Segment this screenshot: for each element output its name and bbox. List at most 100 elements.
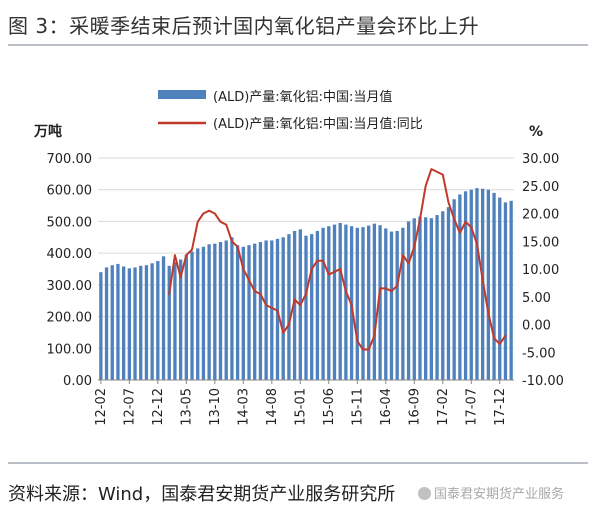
x-axis-ticks: 12-02 12-07 12-12 13-05 13-10 14-03 14-08 15-01… (94, 380, 508, 426)
bar (173, 262, 177, 380)
source-divider (8, 462, 588, 464)
legend-bar-label: (ALD)产量:氧化铝:中国:当月值 (213, 89, 392, 105)
bar (201, 246, 206, 380)
bar (463, 191, 468, 380)
bar (150, 263, 154, 380)
bar (458, 194, 462, 380)
right-tick-label: -10.00 (522, 374, 564, 389)
gridlines (98, 157, 514, 349)
bar (315, 230, 320, 380)
right-tick-label: -5.00 (522, 346, 556, 361)
bar (207, 244, 211, 380)
bar (161, 256, 166, 380)
bar (127, 268, 131, 380)
bar (241, 246, 245, 380)
right-tick-label: 0.00 (522, 319, 551, 334)
bar (327, 226, 331, 380)
right-tick-label: 30.00 (522, 152, 559, 167)
title-divider (8, 44, 588, 46)
source-note: 资料来源：Wind，国泰君安期货产业服务研究所 (8, 484, 396, 505)
bar (355, 227, 359, 380)
watermark: 国泰君安期货产业服务 (418, 483, 564, 502)
right-axis-unit: % (529, 124, 543, 140)
bar (139, 265, 143, 380)
right-axis-ticks: -10.00 -5.00 0.00 5.00 10.00 15.00 20.00 25.00 3… (522, 152, 564, 389)
x-tick-label: 16-09 (407, 388, 422, 426)
bar (235, 245, 240, 380)
left-tick-label: 600.00 (47, 184, 93, 199)
bar (184, 254, 188, 380)
left-tick-label: 500.00 (47, 215, 93, 230)
bar (275, 238, 280, 380)
bar (389, 231, 394, 380)
bar (110, 265, 114, 380)
bar (264, 240, 268, 380)
bar (292, 230, 297, 380)
bar (287, 234, 291, 380)
left-tick-label: 100.00 (47, 342, 93, 357)
bar (218, 242, 223, 380)
bar (224, 240, 228, 380)
x-tick-label: 15-11 (350, 388, 365, 426)
bar (213, 243, 217, 380)
bar (475, 188, 479, 380)
bar (446, 207, 451, 380)
left-axis-ticks: 0.00 100.00 200.00 300.00 400.00 500.00 600.00… (47, 152, 93, 389)
bar (310, 234, 314, 380)
right-tick-label: 20.00 (522, 208, 559, 223)
bar (270, 240, 274, 380)
bar (230, 237, 234, 380)
bar (258, 242, 263, 380)
bar (281, 237, 285, 380)
bar (424, 217, 428, 380)
bar (395, 230, 399, 380)
wechat-logo-icon (418, 487, 431, 500)
bar (469, 189, 473, 380)
bar (332, 224, 337, 380)
x-tick-label: 14-08 (265, 388, 280, 426)
bar (104, 267, 109, 380)
x-tick-label: 17-07 (464, 388, 479, 426)
bar (452, 199, 456, 380)
x-tick-label: 12-02 (94, 388, 109, 426)
bar (253, 243, 257, 380)
bar (509, 200, 513, 380)
bar (99, 272, 103, 380)
right-tick-label: 10.00 (522, 263, 559, 278)
bar (167, 265, 171, 380)
bar (361, 227, 365, 380)
right-tick-label: 5.00 (522, 291, 551, 306)
bar (144, 265, 149, 380)
bar (486, 189, 491, 380)
left-axis-unit: 万吨 (33, 123, 62, 140)
left-tick-label: 0.00 (63, 374, 92, 389)
bar (412, 218, 416, 380)
bar (156, 261, 160, 380)
line-series-yoy (168, 168, 507, 351)
left-tick-label: 700.00 (47, 152, 93, 167)
x-tick-label: 13-10 (208, 388, 223, 426)
left-tick-label: 400.00 (47, 247, 93, 262)
bar (196, 248, 200, 380)
bar (498, 197, 502, 380)
left-tick-label: 200.00 (47, 311, 93, 326)
legend-bar-swatch (158, 90, 206, 99)
bar-series (99, 188, 513, 380)
x-tick-label: 15-01 (293, 388, 308, 426)
bar (178, 259, 183, 380)
bar (344, 224, 348, 380)
bar (378, 225, 382, 380)
right-tick-label: 25.00 (522, 180, 559, 195)
bar (492, 192, 496, 380)
bar (435, 215, 439, 380)
bar (247, 245, 251, 380)
x-tick-label: 12-07 (122, 388, 137, 426)
bar (429, 218, 434, 380)
bar (190, 251, 194, 380)
bar (321, 227, 325, 380)
left-tick-label: 300.00 (47, 279, 93, 294)
x-tick-label: 13-05 (179, 388, 194, 426)
bar (406, 221, 411, 380)
x-tick-label: 16-04 (379, 388, 394, 426)
x-tick-label: 15-06 (322, 388, 337, 426)
